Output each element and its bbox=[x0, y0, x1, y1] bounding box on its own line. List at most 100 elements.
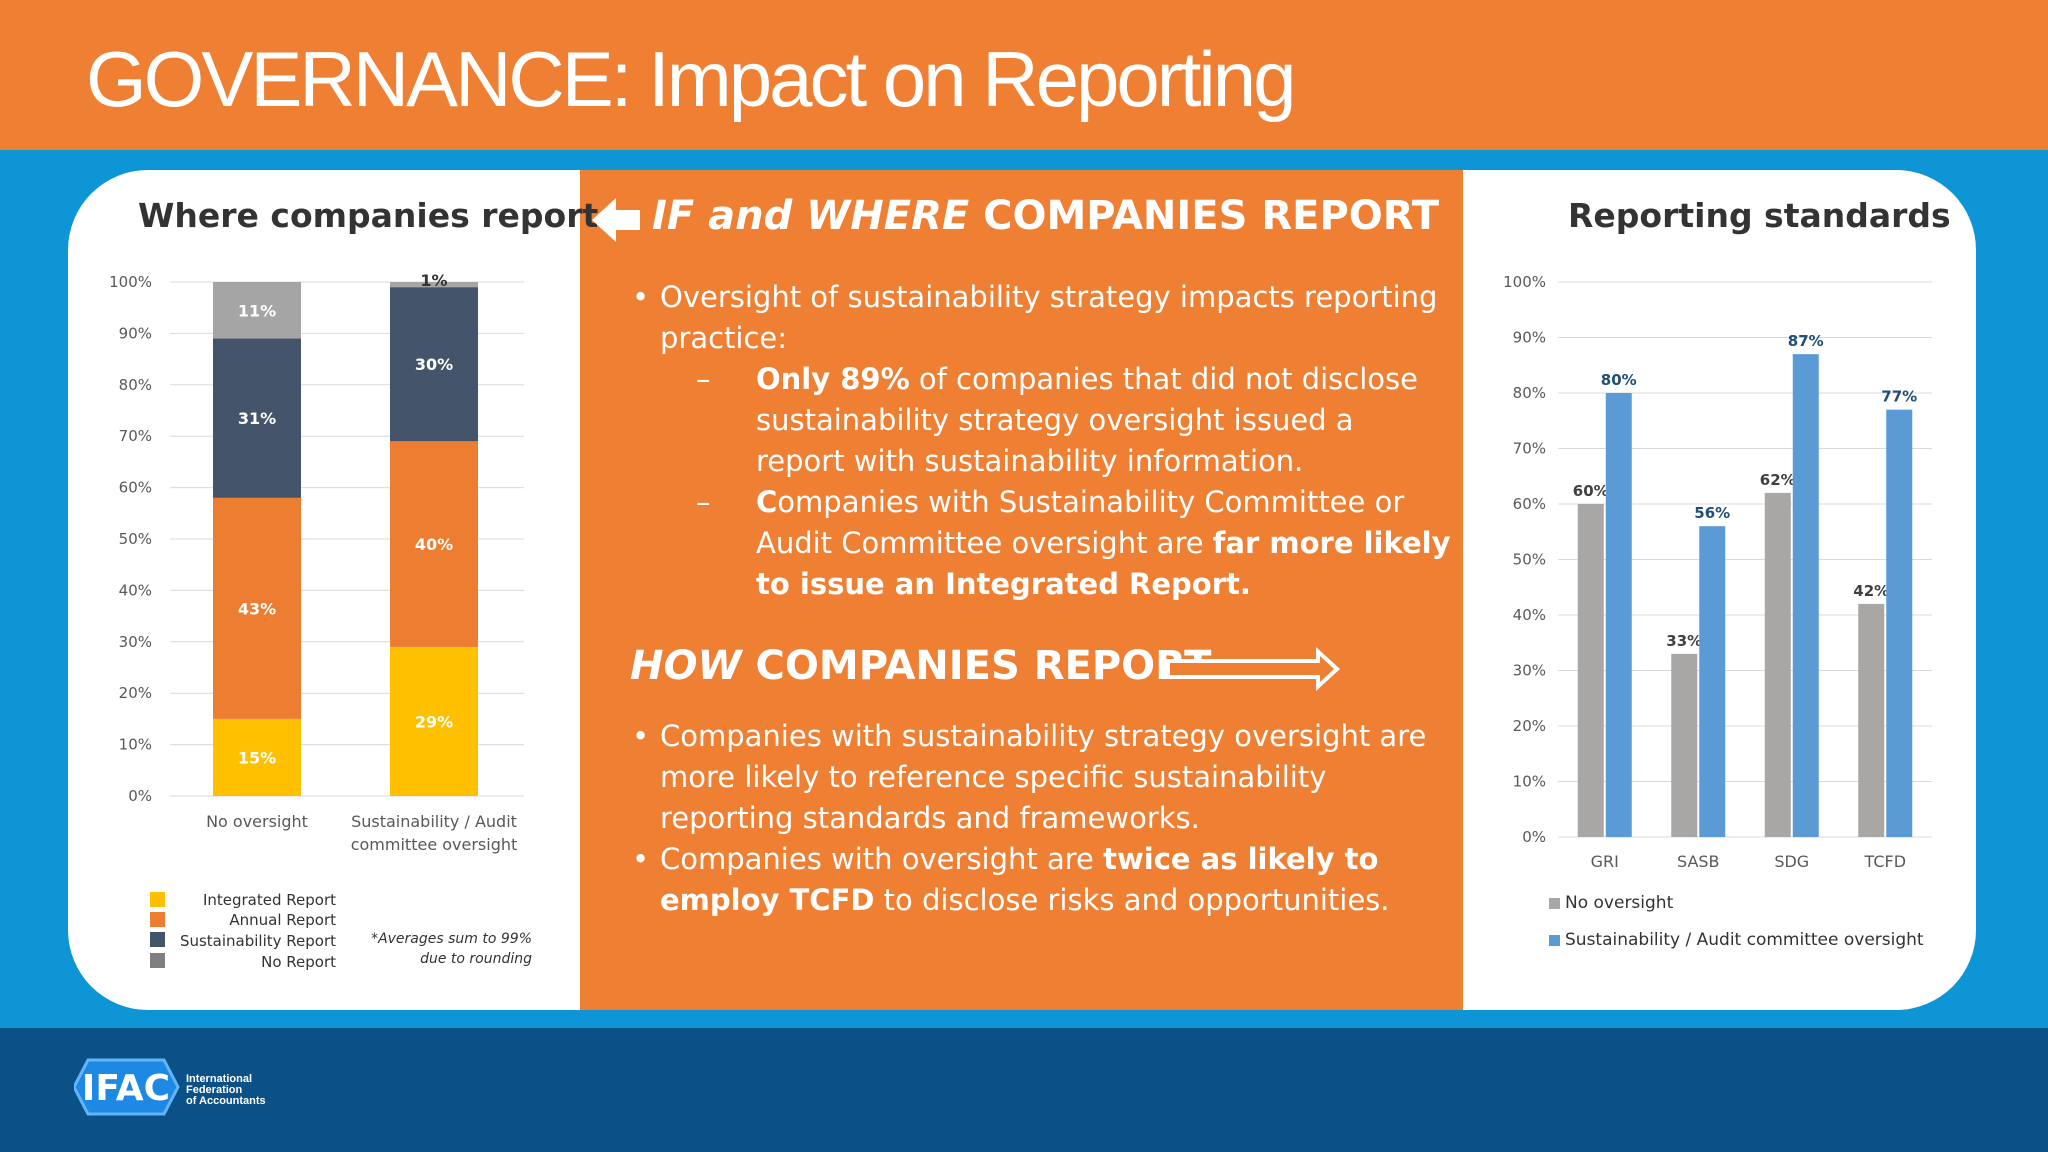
slide-title: GOVERNANCE: Impact on Reporting bbox=[86, 35, 1296, 123]
ifac-logo-text: International Federation of Accountants bbox=[186, 1074, 266, 1107]
y-tick-label: 80% bbox=[119, 376, 152, 394]
ifac-logo-mark: IFAC bbox=[82, 1068, 170, 1109]
legend-label-noreport: No Report bbox=[261, 953, 336, 971]
heading-how-rest: COMPANIES REPORT bbox=[741, 643, 1212, 689]
legend-swatch-sustainability bbox=[150, 932, 165, 947]
y-tick-label: 70% bbox=[1513, 440, 1546, 458]
footnote-line-1: *Averages sum to 99% bbox=[371, 931, 532, 947]
heading-if-and-where-italic: IF and WHERE bbox=[652, 193, 970, 239]
legend-label-oversight: Sustainability / Audit committee oversig… bbox=[1565, 930, 1924, 950]
x-category-label: GRI bbox=[1591, 852, 1619, 871]
bar bbox=[1671, 653, 1698, 837]
y-tick-label: 90% bbox=[119, 324, 152, 342]
legend-swatch-noreport bbox=[150, 953, 165, 968]
bar-value-label: 56% bbox=[1694, 504, 1730, 522]
bar bbox=[1886, 409, 1913, 837]
bar-value-label: 29% bbox=[415, 712, 453, 731]
bar-value-label: 33% bbox=[1666, 632, 1702, 650]
footnote-line-2: due to rounding bbox=[420, 951, 532, 967]
legend-swatch-integrated bbox=[150, 892, 165, 907]
bar-segment bbox=[390, 282, 478, 288]
x-category-label: TCFD bbox=[1863, 852, 1906, 871]
footnote: *Averages sum to 99% due to rounding bbox=[340, 929, 532, 969]
bar-segment bbox=[213, 282, 301, 339]
bar-value-label: 42% bbox=[1853, 582, 1889, 600]
bar-segment bbox=[390, 441, 478, 647]
bar-segment bbox=[390, 287, 478, 442]
bullet-tcfd: • Companies with oversight are twice as l… bbox=[632, 842, 1390, 917]
bar bbox=[1605, 393, 1632, 837]
sub-bullet-integrated-text: ompanies with Sustainability Committee o… bbox=[756, 485, 1405, 560]
x-category-label: Sustainability / Audit bbox=[351, 812, 517, 831]
bar bbox=[1577, 504, 1604, 837]
y-tick-label: 100% bbox=[109, 273, 152, 291]
y-tick-label: 30% bbox=[119, 633, 152, 651]
bar-value-label: 62% bbox=[1760, 471, 1796, 489]
x-category-label: SASB bbox=[1677, 852, 1720, 871]
y-tick-label: 20% bbox=[1513, 717, 1546, 735]
heading-if-and-where: IF and WHERE COMPANIES REPORT bbox=[652, 193, 1439, 239]
bullet-oversight: • Oversight of sustainability strategy im… bbox=[632, 280, 1438, 355]
bar-segment bbox=[390, 646, 478, 796]
legend-label-sustainability: Sustainability Report bbox=[179, 932, 336, 950]
logo-line-1: International bbox=[186, 1073, 253, 1085]
bar-segment bbox=[213, 338, 301, 498]
sub-bullet-89-text: of companies that did not disclose susta… bbox=[756, 362, 1418, 478]
y-tick-label: 50% bbox=[1513, 551, 1546, 569]
bullet-tcfd-text-b: to disclose risks and opportunities. bbox=[874, 883, 1390, 917]
bar-value-label: 31% bbox=[238, 409, 276, 428]
y-tick-label: 90% bbox=[1513, 329, 1546, 347]
y-tick-label: 10% bbox=[119, 736, 152, 754]
right-chart-title: Reporting standards bbox=[1568, 196, 1951, 235]
bar-value-label: 1% bbox=[420, 271, 447, 290]
heading-how: HOW COMPANIES REPORT bbox=[630, 643, 1211, 689]
logo-line-2: Federation bbox=[186, 1084, 243, 1096]
x-category-label: SDG bbox=[1774, 852, 1809, 871]
y-tick-label: 20% bbox=[119, 684, 152, 702]
sub-bullet-integrated: – Companies with Sustainability Committee… bbox=[696, 485, 1451, 601]
y-tick-label: 0% bbox=[128, 787, 152, 805]
bullet-tcfd-bold: twice as likely to employ TCFD bbox=[660, 842, 1379, 917]
arrow-right-icon bbox=[1166, 647, 1340, 691]
reporting-standards-chart: 0% 10% 20% 30% 40% 50% 60% 70% 80% 90% 100% 60% 80% G… bbox=[1503, 273, 1932, 871]
bullet-tcfd-text-a: Companies with oversight are bbox=[660, 842, 1104, 876]
bullet-standards: • Companies with sustainability strategy … bbox=[632, 719, 1427, 835]
bar bbox=[1764, 492, 1791, 837]
bar-value-label: 80% bbox=[1601, 371, 1637, 389]
where-companies-report-chart: 0% 10% 20% 30% 40% 50% 60% 70% 80% 90% 100% 15% 43% 3… bbox=[109, 271, 524, 854]
y-tick-label: 40% bbox=[1513, 606, 1546, 624]
bar-value-label: 87% bbox=[1788, 332, 1824, 350]
y-tick-label: 40% bbox=[119, 581, 152, 599]
logo-line-3: of Accountants bbox=[186, 1095, 266, 1107]
bar-value-label: 30% bbox=[415, 355, 453, 374]
legend-label-integrated: Integrated Report bbox=[202, 891, 336, 909]
bar-segment bbox=[213, 718, 301, 796]
heading-how-italic: HOW bbox=[630, 643, 742, 689]
legend-label-annual: Annual Report bbox=[229, 911, 336, 929]
y-tick-label: 60% bbox=[1513, 495, 1546, 513]
y-tick-label: 60% bbox=[119, 479, 152, 497]
arrow-left-icon bbox=[592, 198, 640, 242]
bullet-standards-text: Companies with sustainability strategy o… bbox=[660, 719, 1427, 835]
bar-segment bbox=[213, 497, 301, 719]
bar-value-label: 60% bbox=[1573, 482, 1609, 500]
y-tick-label: 0% bbox=[1522, 828, 1546, 846]
title-bar bbox=[0, 0, 2048, 150]
findings-panel bbox=[580, 170, 1463, 1010]
y-tick-label: 30% bbox=[1513, 662, 1546, 680]
bar-value-label: 77% bbox=[1881, 388, 1917, 406]
sub-bullet-integrated-initial: C bbox=[756, 485, 778, 519]
ifac-logo-icon: IFAC bbox=[74, 1058, 180, 1116]
bar-value-label: 15% bbox=[238, 748, 276, 767]
y-tick-label: 70% bbox=[119, 427, 152, 445]
legend-label-no-oversight: No oversight bbox=[1565, 893, 1674, 913]
bullet-oversight-text: Oversight of sustainability strategy imp… bbox=[660, 280, 1438, 355]
legend-swatch-no-oversight bbox=[1549, 898, 1560, 909]
bar-value-label: 43% bbox=[238, 599, 276, 618]
legend-swatch-annual bbox=[150, 912, 165, 927]
bar bbox=[1792, 354, 1819, 837]
legend-swatch-oversight bbox=[1549, 935, 1560, 946]
y-tick-label: 100% bbox=[1503, 273, 1546, 291]
x-category-label: committee oversight bbox=[351, 835, 518, 854]
heading-if-and-where-rest: COMPANIES REPORT bbox=[969, 193, 1440, 239]
